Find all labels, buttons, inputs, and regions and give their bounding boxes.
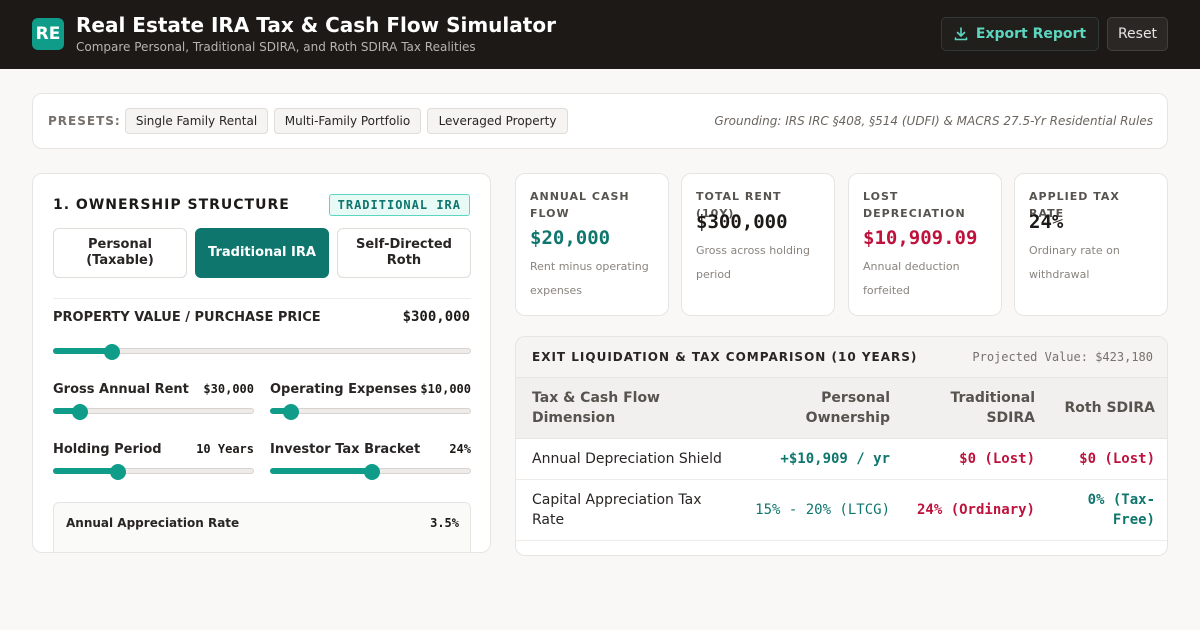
option-personal-taxable[interactable]: Personal (Taxable) xyxy=(53,228,187,278)
preset-multi-family-portfolio[interactable]: Multi-Family Portfolio xyxy=(274,108,421,134)
row-personal: 15% - 20% (LTCG) xyxy=(755,502,890,518)
appreciation-label: Annual Appreciation Rate xyxy=(66,516,240,530)
kpi-note: Gross across holding period xyxy=(696,244,811,281)
column-header-personal: Personal Ownership xyxy=(805,390,890,426)
holding-period-value: 10 Years xyxy=(196,442,254,456)
kpi-note: Annual deduction forfeited xyxy=(863,260,960,297)
app-title: Real Estate IRA Tax & Cash Flow Simulato… xyxy=(76,13,556,37)
table-title: EXIT LIQUIDATION & TAX COMPARISON (10 YE… xyxy=(532,350,918,364)
column-header-roth: Roth SDIRA xyxy=(1064,400,1155,416)
row-roth: 0% (Tax-Free) xyxy=(1087,492,1155,528)
gross-rent-label: Gross Annual Rent xyxy=(53,382,189,397)
slider-thumb[interactable] xyxy=(364,464,381,480)
app-header: RE Real Estate IRA Tax & Cash Flow Simul… xyxy=(0,0,1200,69)
kpi-lost-depreciation: LOST DEPRECIATION $10,909.09 Annual dedu… xyxy=(848,173,1002,316)
export-report-label: Export Report xyxy=(975,26,1087,42)
kpi-value: 24% xyxy=(1029,211,1064,233)
row-traditional: $0 (Lost) xyxy=(959,451,1035,467)
slider-fill xyxy=(53,468,117,474)
tax-bracket-label: Investor Tax Bracket xyxy=(270,442,421,457)
option-traditional-ira[interactable]: Traditional IRA xyxy=(195,228,329,278)
kpi-label: ANNUAL CASH FLOW xyxy=(530,190,630,220)
table-row: Annual Depreciation Shield +$10,909 / yr… xyxy=(516,439,1167,480)
slider-thumb[interactable] xyxy=(71,404,88,420)
row-roth: $0 (Lost) xyxy=(1079,451,1155,467)
grounding-note: Grounding: IRS IRC §408, §514 (UDFI) & M… xyxy=(714,114,1153,128)
property-value-label: PROPERTY VALUE / PURCHASE PRICE xyxy=(53,310,321,325)
slider-thumb[interactable] xyxy=(282,404,299,420)
appreciation-value: 3.5% xyxy=(430,516,459,530)
kpi-total-rent: TOTAL RENT (10Y) $300,000 Gross across h… xyxy=(681,173,835,316)
property-value-slider[interactable] xyxy=(53,344,471,360)
holding-period-slider[interactable] xyxy=(53,464,254,480)
row-traditional: 24% (Ordinary) xyxy=(916,502,1035,518)
kpi-label: APPLIED TAX RATE xyxy=(1029,190,1120,220)
kpi-applied-tax-rate: APPLIED TAX RATE 24% Ordinary rate on wi… xyxy=(1014,173,1168,316)
operating-expenses-slider[interactable] xyxy=(270,404,471,420)
operating-expenses-value: $10,000 xyxy=(420,382,471,396)
kpi-value: $20,000 xyxy=(530,227,611,249)
preset-leveraged-property[interactable]: Leveraged Property xyxy=(427,108,568,134)
row-personal: +$10,909 / yr xyxy=(780,451,890,467)
kpi-note: Ordinary rate on withdrawal xyxy=(1029,244,1120,281)
slider-fill xyxy=(270,408,290,414)
kpi-annual-cash-flow: ANNUAL CASH FLOW $20,000 Rent minus oper… xyxy=(515,173,669,316)
kpi-value: $10,909.09 xyxy=(863,227,978,249)
slider-fill xyxy=(53,408,79,414)
projected-value: Projected Value: $423,180 xyxy=(972,350,1153,364)
export-report-button[interactable]: Export Report xyxy=(941,17,1099,51)
section-title: 1. OWNERSHIP STRUCTURE xyxy=(53,197,290,213)
tax-bracket-value: 24% xyxy=(449,442,471,456)
row-dimension: Capital Appreciation Tax Rate xyxy=(532,492,702,528)
operating-expenses-label: Operating Expenses xyxy=(270,382,418,397)
slider-fill xyxy=(270,468,372,474)
slider-thumb[interactable] xyxy=(109,464,126,480)
appreciation-box: Annual Appreciation Rate 3.5% xyxy=(53,502,471,552)
gross-rent-value: $30,000 xyxy=(203,382,254,396)
tax-bracket-slider[interactable] xyxy=(270,464,471,480)
slider-thumb[interactable] xyxy=(104,344,121,360)
property-value-value: $300,000 xyxy=(402,309,470,325)
table-column-headers: Tax & Cash Flow Dimension Personal Owner… xyxy=(516,378,1167,439)
reset-button[interactable]: Reset xyxy=(1107,17,1168,51)
preset-single-family-rental[interactable]: Single Family Rental xyxy=(125,108,268,134)
comparison-table-panel: EXIT LIQUIDATION & TAX COMPARISON (10 YE… xyxy=(515,336,1168,556)
table-row: Capital Appreciation Tax Rate 15% - 20% … xyxy=(516,480,1167,541)
divider xyxy=(53,298,471,299)
kpi-value: $300,000 xyxy=(696,211,788,233)
row-dimension: Annual Depreciation Shield xyxy=(532,451,722,467)
download-icon xyxy=(954,27,968,41)
app-subtitle: Compare Personal, Traditional SDIRA, and… xyxy=(76,40,476,54)
mode-badge: TRADITIONAL IRA xyxy=(328,194,470,216)
presets-label: PRESETS: xyxy=(48,114,121,128)
kpi-note: Rent minus operating expenses xyxy=(530,260,649,297)
option-self-directed-roth[interactable]: Self-Directed Roth xyxy=(337,228,471,278)
kpi-label: LOST DEPRECIATION xyxy=(863,190,966,220)
kpi-label: TOTAL RENT (10Y) xyxy=(696,190,782,220)
presets-bar: PRESETS: Single Family Rental Multi-Fami… xyxy=(32,93,1168,149)
table-header-bar: EXIT LIQUIDATION & TAX COMPARISON (10 YE… xyxy=(516,337,1167,378)
column-header-dimension: Tax & Cash Flow Dimension xyxy=(532,390,660,426)
slider-fill xyxy=(53,348,112,354)
app-logo: RE xyxy=(32,18,64,50)
gross-rent-slider[interactable] xyxy=(53,404,254,420)
ownership-panel: 1. OWNERSHIP STRUCTURE TRADITIONAL IRA P… xyxy=(32,173,491,553)
column-header-traditional: Traditional SDIRA xyxy=(950,390,1035,426)
holding-period-label: Holding Period xyxy=(53,442,162,457)
